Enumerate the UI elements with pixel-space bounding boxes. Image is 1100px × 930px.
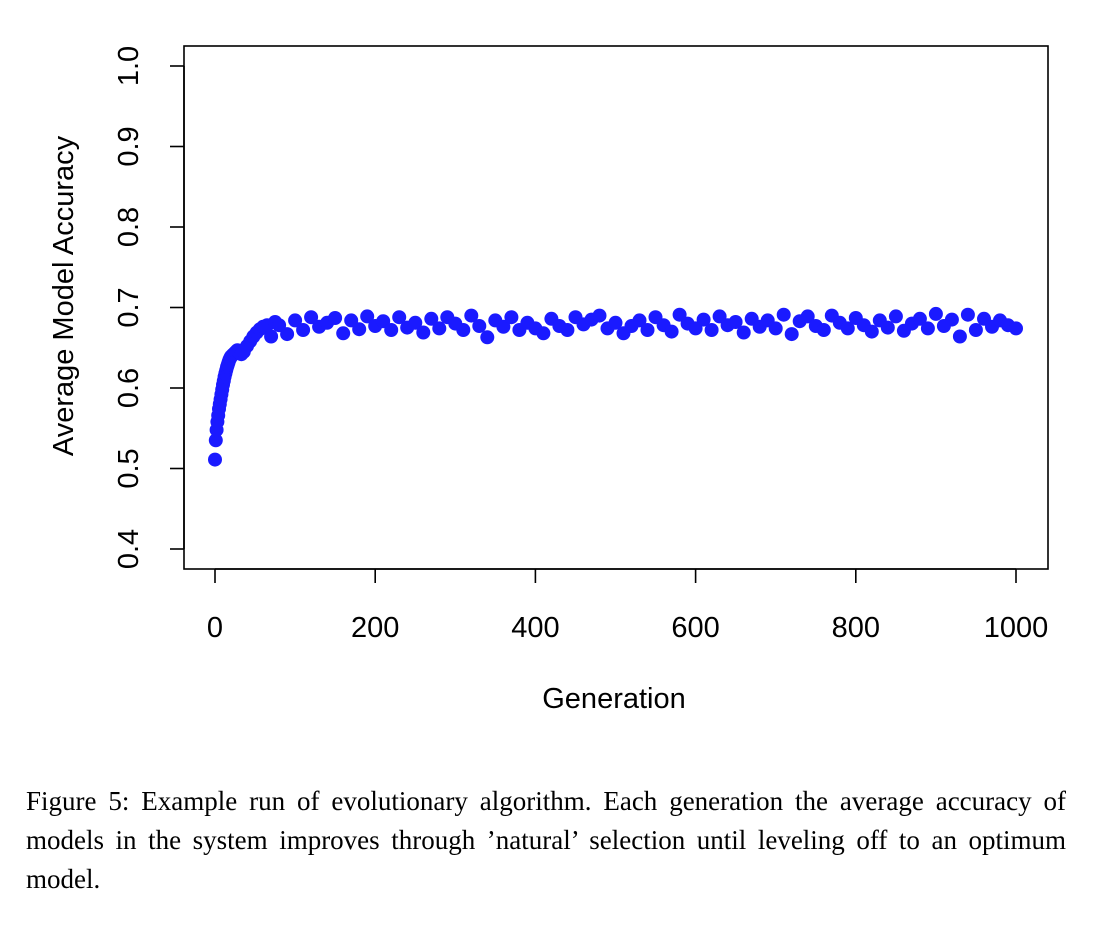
- data-point: [304, 310, 319, 325]
- data-point: [888, 309, 903, 324]
- x-tick-label: 800: [832, 612, 880, 644]
- y-tick-label: 0.8: [113, 207, 145, 247]
- y-axis-label: Average Model Accuracy: [48, 135, 80, 456]
- data-point: [416, 325, 431, 340]
- data-point: [504, 310, 519, 325]
- data-point: [912, 311, 927, 326]
- data-point: [960, 307, 975, 322]
- data-point: [640, 323, 655, 337]
- data-point: [864, 324, 879, 339]
- x-tick-label: 200: [351, 612, 399, 644]
- plot-frame: [183, 45, 1049, 570]
- data-points: [208, 306, 1023, 467]
- x-tick-label: 0: [207, 612, 223, 644]
- data-point: [880, 320, 895, 335]
- data-point: [632, 313, 647, 328]
- data-point: [496, 319, 511, 334]
- data-point: [952, 329, 967, 344]
- x-axis: 0 200 400 600 800 1000: [207, 568, 1049, 644]
- data-point: [664, 324, 679, 339]
- figure-caption: Figure 5: Example run of evolutionary al…: [26, 786, 1066, 894]
- data-point: [560, 323, 575, 337]
- data-point: [768, 321, 783, 336]
- data-point: [920, 321, 935, 336]
- data-point: [608, 315, 623, 330]
- y-axis: 0.4 0.5 0.6 0.7 0.8 0.9 1.0: [113, 46, 185, 569]
- data-point: [704, 323, 719, 337]
- data-point: [480, 330, 495, 345]
- y-tick-label: 0.7: [113, 287, 145, 327]
- x-tick-label: 400: [511, 612, 559, 644]
- data-point: [336, 326, 351, 341]
- data-point: [968, 323, 983, 337]
- data-point: [1009, 321, 1023, 336]
- data-point: [464, 308, 479, 323]
- data-point: [776, 307, 791, 322]
- data-point: [424, 311, 439, 326]
- data-point: [208, 433, 223, 448]
- data-point: [592, 308, 607, 323]
- data-point: [392, 310, 407, 325]
- data-point: [816, 323, 831, 337]
- data-point: [800, 309, 815, 324]
- data-point: [288, 313, 303, 328]
- data-point: [384, 323, 399, 337]
- data-point: [536, 326, 551, 341]
- data-point: [456, 323, 471, 337]
- y-tick-label: 1.0: [113, 46, 145, 86]
- data-point: [280, 327, 295, 342]
- data-point: [784, 327, 799, 342]
- data-point: [432, 321, 447, 336]
- data-point: [672, 307, 687, 322]
- x-tick-label: 1000: [984, 612, 1049, 644]
- data-point: [296, 323, 311, 337]
- x-axis-label: Generation: [542, 683, 686, 715]
- y-tick-label: 0.5: [113, 448, 145, 488]
- data-point: [928, 306, 943, 321]
- data-point: [328, 311, 343, 325]
- y-tick-label: 0.9: [113, 126, 145, 166]
- x-tick-label: 600: [671, 612, 719, 644]
- data-point: [944, 312, 959, 327]
- data-point: [208, 452, 222, 467]
- data-point: [352, 322, 367, 337]
- data-point: [360, 309, 375, 324]
- data-point: [472, 319, 487, 333]
- data-point: [696, 312, 711, 327]
- y-tick-label: 0.4: [113, 529, 145, 569]
- data-point: [840, 321, 855, 336]
- data-point: [736, 325, 751, 340]
- data-point: [408, 315, 423, 330]
- data-point: [272, 318, 287, 333]
- data-point: [728, 315, 743, 329]
- data-point: [264, 329, 279, 344]
- y-tick-label: 0.6: [113, 368, 145, 408]
